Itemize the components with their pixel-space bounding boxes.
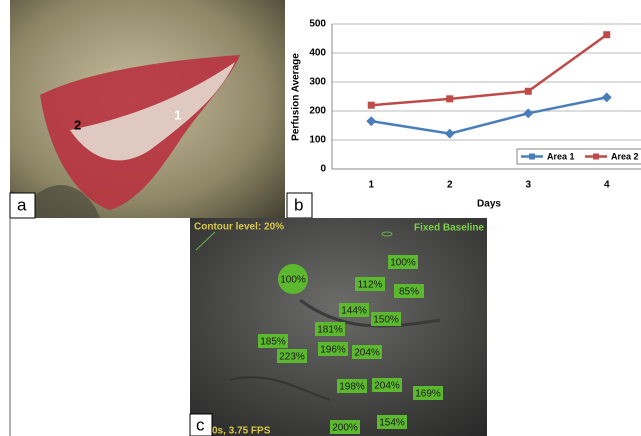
point bbox=[525, 88, 532, 95]
x-tick-label: 3 bbox=[525, 180, 531, 191]
y-tick-label: 400 bbox=[309, 48, 326, 59]
x-tick-label: 2 bbox=[447, 180, 453, 191]
y-tick-label: 200 bbox=[309, 106, 326, 117]
region-label: 223% bbox=[279, 352, 305, 363]
x-axis-title: Days bbox=[477, 199, 501, 210]
region-label: 204% bbox=[354, 348, 380, 359]
region-label: 154% bbox=[379, 418, 405, 429]
photo-annotation: 2 bbox=[74, 117, 81, 132]
region-label: 100% bbox=[390, 258, 416, 269]
region-label: 112% bbox=[358, 280, 383, 291]
x-tick-label: 1 bbox=[368, 180, 374, 191]
photo-annotation: 1 bbox=[174, 107, 181, 122]
panel-label: b bbox=[294, 195, 303, 214]
point bbox=[368, 102, 375, 109]
x-tick-label: 4 bbox=[604, 180, 610, 191]
region-label: 198% bbox=[339, 382, 365, 393]
figure: 2 1 a Perfusion Average Days 0 100 200 300 4… bbox=[0, 0, 641, 436]
contour-level: Contour level: 20% bbox=[194, 222, 284, 233]
frame-info: 0s, 3.75 FPS bbox=[212, 426, 271, 436]
panel-label: c bbox=[196, 415, 205, 434]
chart-background bbox=[287, 0, 641, 218]
point bbox=[603, 31, 610, 38]
legend-marker bbox=[529, 154, 535, 160]
legend-marker bbox=[593, 154, 599, 160]
baseline-mode: Fixed Baseline bbox=[414, 223, 484, 234]
region-label: 169% bbox=[415, 389, 441, 400]
region-label: 150% bbox=[373, 315, 399, 326]
region-label: 196% bbox=[320, 345, 346, 356]
panel-label: a bbox=[17, 195, 27, 214]
y-tick-label: 300 bbox=[309, 77, 326, 88]
region-label: 144% bbox=[341, 306, 367, 317]
region-label: 200% bbox=[332, 423, 358, 434]
legend-label: Area 1 bbox=[547, 151, 575, 161]
point bbox=[446, 95, 453, 102]
y-tick-label: 100 bbox=[309, 135, 326, 146]
y-tick-label: 500 bbox=[309, 19, 326, 30]
wound-photo bbox=[10, 0, 285, 218]
legend-label: Area 2 bbox=[611, 151, 639, 161]
region-label: 100% bbox=[280, 275, 306, 286]
region-label: 204% bbox=[374, 381, 400, 392]
y-axis-title: Perfusion Average bbox=[291, 53, 302, 141]
region-label: 85% bbox=[399, 287, 419, 298]
y-tick-label: 0 bbox=[320, 164, 326, 175]
region-label: 185% bbox=[260, 337, 286, 348]
region-label: 181% bbox=[317, 325, 343, 336]
